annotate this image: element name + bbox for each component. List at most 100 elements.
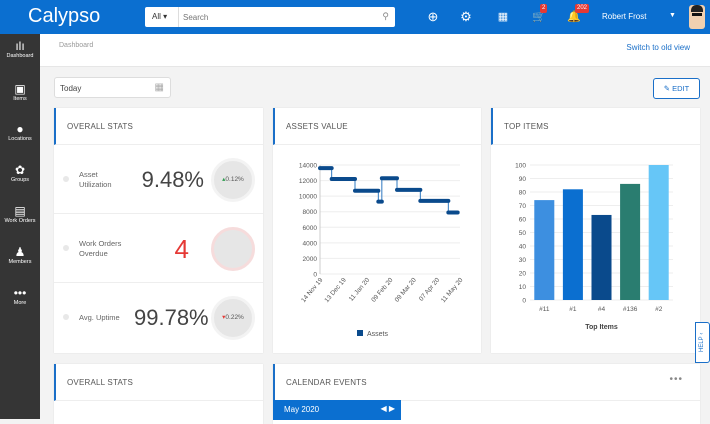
y-tick-label: 90 [519,176,527,183]
stat-label: Work Orders Overdue [79,239,122,258]
x-tick-label: #2 [655,306,663,313]
chevron-down-icon[interactable]: ▼ [669,12,676,19]
gift-icon: ▣ [14,82,26,96]
sidebar-item-groups[interactable]: ✿ Groups [0,163,40,183]
sidebar-item-more[interactable]: ••• More [0,286,40,306]
y-tick-label: 10 [519,284,527,291]
bar [591,214,612,300]
cart-icon[interactable]: 🛒 2 [532,4,548,23]
breadcrumb-bar: Dashboard Switch to old view [40,34,710,67]
add-icon[interactable]: ⊕ [427,9,439,24]
user-name[interactable]: Robert Frost [602,12,647,21]
stat-value: 9.48% [141,167,204,192]
legend-swatch [357,330,363,336]
search-bar: All ▾ ⚲ [145,7,395,27]
search-scope-select[interactable]: All ▾ [152,12,168,21]
avatar[interactable] [689,5,705,29]
y-tick-label: 10000 [299,194,317,201]
y-tick-label: 80 [519,190,527,197]
x-tick-label: 09 Mar 20 [394,277,418,304]
y-tick-label: 8000 [303,209,318,216]
gear-flower-icon: ✿ [14,163,26,177]
bell-icon[interactable]: 🔔 202 [567,4,590,23]
y-tick-label: 12000 [299,178,317,185]
stat-change-ring: ▾0.22% [211,296,255,340]
x-axis-title: Top Items [585,324,618,331]
notification-badge: 202 [575,4,590,13]
stat-change: 0.12% [225,176,244,183]
y-tick-label: 40 [519,244,527,251]
calendar-icon[interactable]: ▦ [497,11,509,23]
status-dot [63,314,69,320]
search-icon[interactable]: ⚲ [382,11,389,21]
date-filter-input[interactable]: Today ▦ [54,77,171,98]
stat-row: Work Orders Overdue 4 [54,214,263,283]
breadcrumb[interactable]: Dashboard [59,42,94,49]
bar [648,165,669,300]
month-nav-arrows-icon[interactable]: ◀ ▶ [380,404,395,413]
cart-badge: 2 [540,4,548,13]
x-tick-label: 13 Dec 19 [323,276,348,303]
dots-icon: ••• [13,286,27,300]
sidebar-item-label: Groups [10,177,30,183]
y-tick-label: 20 [519,271,527,278]
sidebar-item-members[interactable]: ♟ Members [0,245,40,265]
logo[interactable]: Calypso [28,5,101,27]
chart-icon: ılı [15,39,25,53]
y-tick-label: 60 [519,217,527,224]
assets-line [320,167,458,213]
y-tick-label: 30 [519,257,527,264]
more-options-icon[interactable]: ••• [669,374,683,385]
y-tick-label: 14000 [299,163,317,170]
search-scope-label: All [152,12,161,21]
stat-value: 4 [174,234,189,264]
pencil-icon: ✎ [663,84,671,93]
x-tick-label: 09 Feb 20 [370,276,394,303]
search-input[interactable] [183,10,373,24]
sidebar-item-label: Dashboard [6,53,34,59]
y-tick-label: 0 [313,272,317,279]
sidebar-item-label: More [13,300,27,306]
x-tick-label: #1 [569,306,577,313]
people-icon: ♟ [14,245,26,259]
x-tick-label: 14 Nov 19 [300,276,325,303]
x-tick-label: #11 [539,306,550,313]
bar [534,200,555,300]
stat-label: Asset Utilization [79,170,112,189]
sidebar-item-label: Items [13,96,27,102]
sidebar-item-work-orders[interactable]: ▤ Work Orders [0,204,40,224]
status-dot [63,176,69,182]
edit-button[interactable]: ✎ EDIT [653,78,700,99]
stat-row: Asset Utilization 9.48% ▴0.12% [54,145,263,214]
divider [178,7,179,27]
x-tick-label: 11 May 20 [440,276,465,304]
y-tick-label: 2000 [303,256,318,263]
y-tick-label: 70 [519,203,527,210]
top-items-chart: 0 10 20 30 40 50 60 70 80 90 100 #11 #1 #4 #136 #2 Top I… [515,163,673,331]
sidebar-item-locations[interactable]: ● Locations [0,122,40,142]
edit-label: EDIT [672,84,690,93]
calendar-month: May 2020 [284,405,320,414]
pin-icon: ● [16,122,24,136]
sidebar-item-items[interactable]: ▣ Items [0,82,40,102]
top-items-card: TOP ITEMS 0 10 20 30 40 50 60 70 80 90 100 #11 #1 #4 #… [491,108,700,353]
calendar-month-header: May 2020 ◀ ▶ [273,400,401,420]
switch-to-old-view-link[interactable]: Switch to old view [626,43,690,52]
card-title: CALENDAR EVENTS [273,364,700,401]
status-dot [63,245,69,251]
legend-label: Assets [367,331,389,338]
overall-stats-card: OVERALL STATS Asset Utilization 9.48% ▴0… [54,108,263,353]
card-title: OVERALL STATS [54,108,263,145]
x-tick-label: #136 [623,306,638,313]
stat-change-ring: ▴0.12% [211,158,255,202]
stat-ring [211,227,255,271]
y-tick-label: 100 [515,163,526,170]
card-title: OVERALL STATS [54,364,263,401]
sidebar: ılı Dashboard ▣ Items ● Locations ✿ Groups ▤… [0,34,40,419]
help-tab[interactable]: HELP ‹ [695,322,710,363]
calendar-icon[interactable]: ▦ [154,82,164,93]
bar [620,183,641,300]
sidebar-item-label: Locations [8,136,32,142]
sidebar-item-dashboard[interactable]: ılı Dashboard [0,39,40,59]
gear-icon[interactable]: ⚙ [460,9,472,24]
